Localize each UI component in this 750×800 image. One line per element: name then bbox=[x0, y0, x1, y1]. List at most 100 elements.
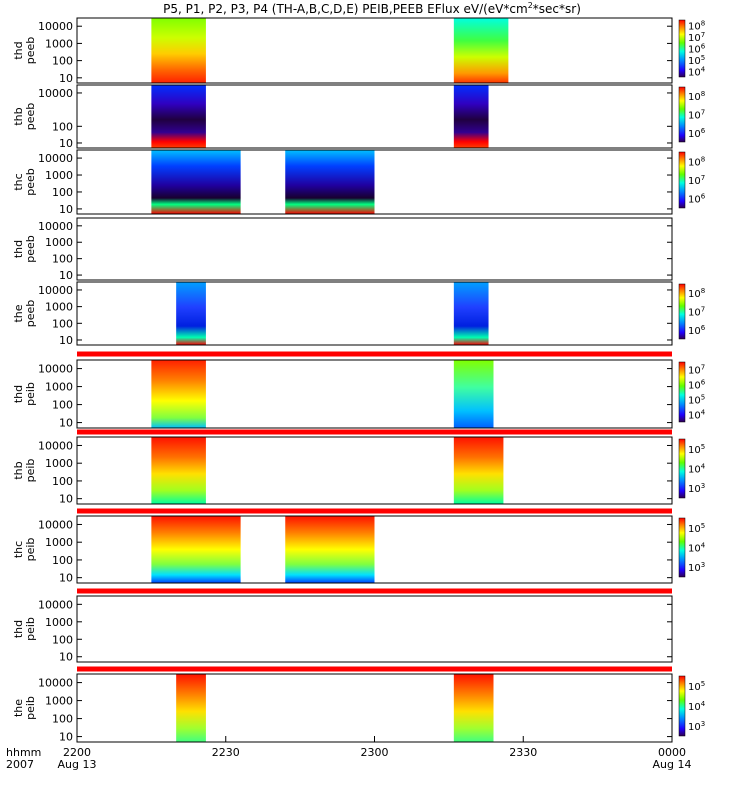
panel-7-segment-2 bbox=[453, 437, 504, 504]
panel-7-ytick-label: 1000 bbox=[45, 457, 73, 470]
panel-8-instr-label: peib bbox=[24, 538, 37, 562]
panel-3-ytick-label: 100 bbox=[52, 186, 73, 199]
panel-7-probe-label: thb bbox=[12, 461, 25, 479]
panel-10-colorbar-label: 105 bbox=[688, 680, 705, 693]
panel-8-frame bbox=[76, 515, 673, 584]
panel-1-segment-1 bbox=[151, 18, 206, 83]
panel-10-ytick-label: 100 bbox=[52, 713, 73, 726]
separator-bar-3 bbox=[77, 508, 672, 514]
panel-5-ytick-label: 10000 bbox=[38, 284, 73, 297]
panel-3-colorbar bbox=[678, 151, 686, 209]
panel-8-colorbar-label: 104 bbox=[688, 542, 706, 555]
figure-title: P5, P1, P2, P3, P4 (TH-A,B,C,D,E) PEIB,P… bbox=[163, 1, 581, 16]
x-tick-label: 2300 bbox=[361, 746, 389, 759]
panel-4: 10 100 1000 10000 thd peeb bbox=[12, 217, 673, 282]
x-tick-label: 2200 bbox=[63, 746, 91, 759]
panel-7-segment-1 bbox=[151, 437, 206, 504]
panel-3-colorbar-label: 107 bbox=[688, 174, 705, 187]
panel-9-ytick-label: 10000 bbox=[38, 598, 73, 611]
panel-6-colorbar-label: 107 bbox=[688, 364, 705, 377]
panel-1-colorbar-label: 105 bbox=[688, 54, 705, 67]
panel-7-instr-label: peib bbox=[24, 459, 37, 483]
panel-3: 10 100 1000 10000 thc peeb 106 107 108 bbox=[12, 149, 706, 216]
panel-1-instr-label: peeb bbox=[24, 37, 37, 65]
panel-5-colorbar-label: 107 bbox=[688, 306, 705, 319]
panel-1-probe-label: thd bbox=[12, 41, 25, 59]
separator-bar-5 bbox=[77, 666, 672, 672]
panel-7-colorbar-label: 103 bbox=[688, 482, 705, 495]
panel-6-ytick-label: 10 bbox=[59, 417, 73, 430]
panel-8-ytick-label: 1000 bbox=[45, 536, 73, 549]
panel-5-colorbar bbox=[678, 283, 686, 340]
panel-10-colorbar-label: 103 bbox=[688, 720, 705, 733]
panel-8-ytick-label: 10000 bbox=[38, 518, 73, 531]
panel-7-ytick-label: 10000 bbox=[38, 439, 73, 452]
panel-9-ytick-label: 1000 bbox=[45, 616, 73, 629]
x-tick-label: 2330 bbox=[509, 746, 537, 759]
x-tick-date: Aug 13 bbox=[58, 758, 97, 771]
panel-5-colorbar-label: 106 bbox=[688, 324, 706, 337]
panel-9-instr-label: peib bbox=[24, 617, 37, 641]
panel-2-probe-label: thb bbox=[12, 107, 25, 125]
panel-2-ytick-label: 10000 bbox=[38, 87, 73, 100]
panel-3-ytick-label: 10000 bbox=[38, 152, 73, 165]
panel-6: 10 100 1000 10000 thd peib 104 105 106 107 bbox=[12, 359, 706, 430]
panel-2: 10 100 10000 thb peeb 106 107 108 bbox=[12, 84, 706, 150]
panel-5-instr-label: peeb bbox=[24, 300, 37, 328]
panel-7-colorbar-label: 104 bbox=[688, 463, 706, 476]
x-tick-label: 0000 bbox=[658, 746, 686, 759]
panel-2-ytick-label: 10 bbox=[59, 137, 73, 150]
x-year-label: 2007 bbox=[6, 758, 34, 771]
separator-bar-1 bbox=[77, 351, 672, 357]
panel-4-ytick-label: 100 bbox=[52, 253, 73, 266]
panel-10-frame bbox=[76, 673, 673, 743]
panel-6-segment-1 bbox=[151, 360, 206, 428]
panel-6-ytick-label: 100 bbox=[52, 399, 73, 412]
panel-1-colorbar-label: 108 bbox=[688, 20, 705, 33]
panel-10-ytick-label: 1000 bbox=[45, 695, 73, 708]
panel-10-colorbar-label: 104 bbox=[688, 700, 706, 713]
panel-10-ytick-label: 10000 bbox=[38, 677, 73, 690]
panel-5-ytick-label: 1000 bbox=[45, 301, 73, 314]
panel-2-segment-1 bbox=[151, 85, 206, 148]
panel-5-segment-2 bbox=[453, 282, 489, 345]
panel-8-colorbar-label: 105 bbox=[688, 522, 705, 535]
panel-10-segment-1 bbox=[176, 674, 206, 742]
panel-7-ytick-label: 100 bbox=[52, 475, 73, 488]
panel-3-frame bbox=[76, 149, 673, 215]
panel-1-ytick-label: 1000 bbox=[45, 37, 73, 50]
panel-6-probe-label: thd bbox=[12, 385, 25, 403]
panel-2-colorbar bbox=[678, 86, 686, 143]
panel-5-probe-label: the bbox=[12, 304, 25, 322]
panel-8-segment-2 bbox=[285, 516, 375, 583]
panel-1-frame bbox=[76, 17, 673, 84]
panel-2-colorbar-label: 108 bbox=[688, 90, 705, 103]
panel-6-segment-2 bbox=[453, 360, 494, 428]
panel-1-colorbar-label: 107 bbox=[688, 31, 705, 44]
panel-9-ytick-label: 100 bbox=[52, 633, 73, 646]
panel-2-frame bbox=[76, 84, 673, 149]
panel-2-colorbar-label: 107 bbox=[688, 109, 705, 122]
panel-10-instr-label: peib bbox=[24, 696, 37, 720]
panel-8-ytick-label: 100 bbox=[52, 554, 73, 567]
panel-5-ytick-label: 10 bbox=[59, 334, 73, 347]
panel-3-ytick-label: 10 bbox=[59, 203, 73, 216]
x-unit-label: hhmm bbox=[6, 746, 41, 759]
panel-7: 10 100 1000 10000 thb peib 103 104 105 bbox=[12, 436, 706, 506]
panel-6-colorbar bbox=[678, 361, 686, 423]
panel-2-instr-label: peeb bbox=[24, 103, 37, 131]
panel-3-segment-2 bbox=[285, 150, 375, 214]
panel-9-probe-label: thd bbox=[12, 620, 25, 638]
panel-10: 10 100 1000 10000 the peib 103 104 105 bbox=[12, 673, 706, 744]
panel-5-segment-1 bbox=[176, 282, 206, 345]
panel-6-ytick-label: 10000 bbox=[38, 363, 73, 376]
panel-6-colorbar-label: 104 bbox=[688, 409, 706, 422]
panel-4-ytick-label: 10000 bbox=[38, 220, 73, 233]
panel-8-ytick-label: 10 bbox=[59, 572, 73, 585]
panel-1-ytick-label: 10000 bbox=[38, 20, 73, 33]
panel-5-ytick-label: 100 bbox=[52, 317, 73, 330]
